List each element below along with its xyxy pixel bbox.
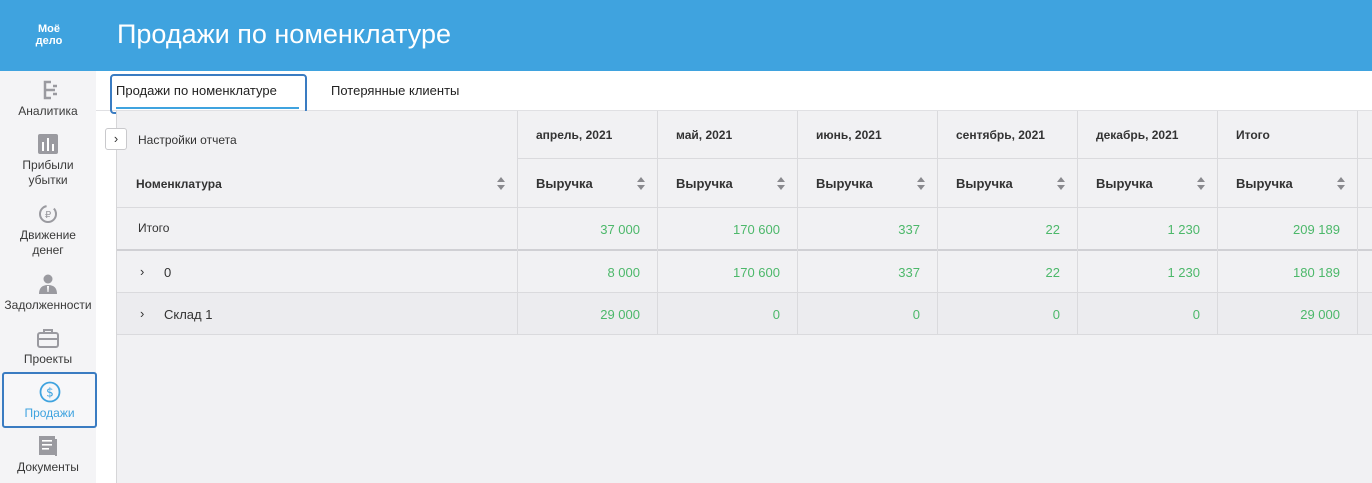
table-cell: 1 230 bbox=[1167, 222, 1200, 237]
sort-icon[interactable] bbox=[1196, 177, 1206, 191]
svg-text:$: $ bbox=[46, 386, 54, 400]
sidebar-item-label: Аналитика bbox=[18, 104, 78, 118]
top-bar: Моё дело Продажи по номенклатуре bbox=[0, 0, 1372, 71]
period-header: июнь, 2021 bbox=[816, 128, 882, 142]
sidebar-item-label: Прибыли убытки bbox=[22, 158, 74, 187]
table-row-bg bbox=[117, 292, 1372, 334]
grid-line bbox=[1357, 111, 1358, 334]
sort-icon[interactable] bbox=[496, 177, 506, 191]
period-header: май, 2021 bbox=[676, 128, 733, 142]
person-debt-icon bbox=[39, 274, 57, 294]
grid-line bbox=[117, 249, 1372, 251]
grid-line bbox=[117, 207, 1372, 208]
money-flow-icon: ₽ bbox=[39, 205, 57, 223]
period-header: сентябрь, 2021 bbox=[956, 128, 1045, 142]
svg-text:₽: ₽ bbox=[45, 210, 52, 221]
sidebar-item-sales[interactable]: $ Продажи bbox=[2, 372, 97, 428]
sort-icon[interactable] bbox=[916, 177, 926, 191]
sort-icon[interactable] bbox=[1336, 177, 1346, 191]
briefcase-icon bbox=[37, 329, 59, 348]
report-tabs: Продажи по номенклатуре Потерянные клиен… bbox=[96, 71, 1372, 114]
period-header: декабрь, 2021 bbox=[1096, 128, 1179, 142]
table-cell: 337 bbox=[898, 265, 920, 280]
grid-line bbox=[797, 111, 798, 334]
column-header-revenue[interactable]: Выручка bbox=[536, 176, 593, 191]
logo-line-1: Моё bbox=[38, 23, 60, 35]
chevron-right-icon: › bbox=[113, 131, 119, 146]
column-header-revenue[interactable]: Выручка bbox=[1096, 176, 1153, 191]
table-cell: 337 bbox=[898, 222, 920, 237]
sidebar-item-cash-flow[interactable]: ₽ Движение денег bbox=[0, 203, 96, 258]
expand-row-icon[interactable]: › bbox=[140, 306, 145, 321]
page-title: Продажи по номенклатуре bbox=[117, 19, 452, 49]
sidebar-item-projects[interactable]: Проекты bbox=[0, 327, 96, 367]
table-cell: 0 bbox=[1192, 307, 1200, 322]
grid-line bbox=[517, 158, 1372, 159]
grid-line bbox=[937, 111, 938, 334]
table-row-bg bbox=[117, 250, 1372, 292]
grid-line bbox=[517, 111, 518, 334]
report-settings-label: Настройки отчета bbox=[138, 133, 237, 147]
column-header-revenue[interactable]: Выручка bbox=[956, 176, 1013, 191]
column-header-revenue[interactable]: Выручка bbox=[1236, 176, 1293, 191]
grid-line bbox=[117, 292, 1372, 293]
grid-line bbox=[1217, 111, 1218, 334]
sidebar-item-documents[interactable]: Документы bbox=[0, 435, 96, 475]
table-cell: 170 600 bbox=[733, 265, 780, 280]
period-header: Итого bbox=[1236, 128, 1270, 142]
document-icon bbox=[39, 436, 57, 456]
table-cell: 29 000 bbox=[600, 307, 640, 322]
column-header-revenue[interactable]: Выручка bbox=[816, 176, 873, 191]
table-cell: 1 230 bbox=[1167, 265, 1200, 280]
dollar-circle-icon: $ bbox=[39, 381, 60, 403]
sidebar-item-label: Документы bbox=[17, 460, 79, 474]
grid-line bbox=[1077, 111, 1078, 334]
column-header-nomenclature[interactable]: Номенклатура bbox=[136, 177, 222, 191]
grid-line bbox=[657, 111, 658, 334]
app-logo[interactable]: Моё дело bbox=[31, 23, 67, 47]
sidebar-item-debts[interactable]: Задолженности bbox=[0, 273, 96, 313]
sidebar-item-profit-loss[interactable]: Прибыли убытки bbox=[0, 133, 96, 188]
table-cell: 29 000 bbox=[1300, 307, 1340, 322]
sidebar-item-label: Движение денег bbox=[20, 228, 76, 257]
table-cell: 8 000 bbox=[607, 265, 640, 280]
active-tab-underline bbox=[116, 107, 299, 109]
sidebar-item-label: Задолженности bbox=[4, 298, 92, 312]
table-cell: 37 000 bbox=[600, 222, 640, 237]
expand-row-icon[interactable]: › bbox=[140, 264, 145, 279]
row-label: Склад 1 bbox=[164, 307, 213, 322]
sidebar-item-label: Продажи bbox=[24, 406, 75, 420]
table-cell: 209 189 bbox=[1293, 222, 1340, 237]
tab-lost-clients[interactable]: Потерянные клиенты bbox=[331, 83, 460, 98]
table-cell: 22 bbox=[1045, 222, 1060, 237]
analytics-icon bbox=[43, 80, 57, 100]
grid-line bbox=[117, 334, 1372, 335]
sort-icon[interactable] bbox=[776, 177, 786, 191]
table-cell: 0 bbox=[1052, 307, 1060, 322]
table-cell: 180 189 bbox=[1293, 265, 1340, 280]
report-settings-toggle[interactable]: › bbox=[105, 128, 127, 150]
column-header-revenue[interactable]: Выручка bbox=[676, 176, 733, 191]
bar-chart-icon bbox=[38, 134, 58, 154]
sidebar: Аналитика Прибыли убытки ₽ Движение дене… bbox=[0, 71, 97, 483]
total-row-label: Итого bbox=[138, 221, 170, 235]
table-cell: 0 bbox=[912, 307, 920, 322]
table-cell: 22 bbox=[1045, 265, 1060, 280]
sidebar-item-label: Проекты bbox=[23, 352, 73, 366]
table-cell: 0 bbox=[772, 307, 780, 322]
tab-sales-by-nomenclature[interactable]: Продажи по номенклатуре bbox=[116, 83, 277, 98]
row-label: 0 bbox=[164, 265, 172, 280]
sidebar-item-analytics[interactable]: Аналитика bbox=[0, 79, 96, 119]
sort-icon[interactable] bbox=[636, 177, 646, 191]
period-header: апрель, 2021 bbox=[536, 128, 613, 142]
table-cell: 170 600 bbox=[733, 222, 780, 237]
logo-line-2: дело bbox=[35, 35, 63, 47]
sort-icon[interactable] bbox=[1056, 177, 1066, 191]
content-left-border bbox=[116, 110, 117, 483]
